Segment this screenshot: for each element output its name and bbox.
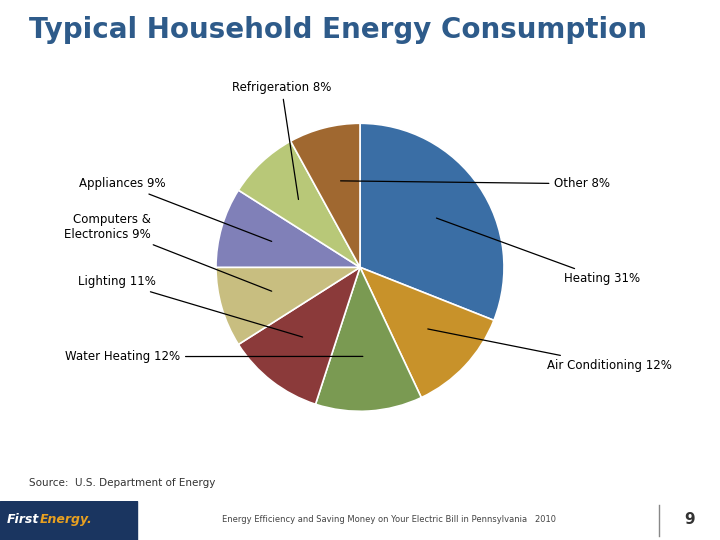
Bar — [0, 501, 137, 540]
Wedge shape — [216, 190, 360, 267]
Wedge shape — [315, 267, 421, 411]
Text: Water Heating 12%: Water Heating 12% — [65, 350, 363, 363]
Wedge shape — [238, 267, 360, 404]
Text: Typical Household Energy Consumption: Typical Household Energy Consumption — [29, 16, 647, 44]
Text: Energy Efficiency and Saving Money on Your Electric Bill in Pennsylvania   2010: Energy Efficiency and Saving Money on Yo… — [222, 515, 556, 524]
Text: 9: 9 — [685, 512, 695, 527]
Text: Energy.: Energy. — [40, 514, 92, 526]
Text: Source:  U.S. Department of Energy: Source: U.S. Department of Energy — [29, 478, 215, 488]
Text: Appliances 9%: Appliances 9% — [79, 177, 271, 241]
Wedge shape — [360, 267, 494, 397]
Text: Lighting 11%: Lighting 11% — [78, 275, 302, 337]
Text: Heating 31%: Heating 31% — [436, 218, 641, 285]
Wedge shape — [291, 123, 360, 267]
Text: Air Conditioning 12%: Air Conditioning 12% — [428, 329, 672, 372]
Text: Computers &
Electronics 9%: Computers & Electronics 9% — [65, 213, 271, 291]
Wedge shape — [216, 267, 360, 345]
Text: Other 8%: Other 8% — [341, 177, 611, 190]
Text: Refrigeration 8%: Refrigeration 8% — [232, 81, 331, 199]
Text: First: First — [7, 514, 40, 526]
Wedge shape — [360, 123, 504, 320]
Wedge shape — [238, 141, 360, 267]
